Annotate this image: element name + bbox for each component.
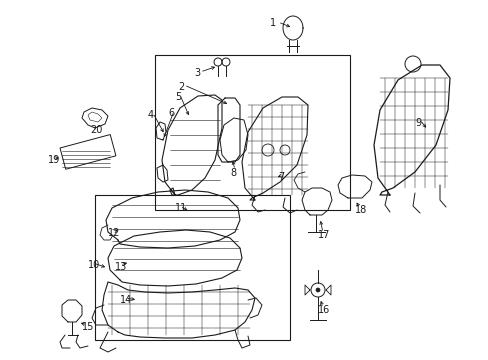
Text: 2: 2 [178, 82, 184, 92]
Bar [95, 195, 289, 340]
Text: 19: 19 [48, 155, 60, 165]
Text: 20: 20 [90, 125, 102, 135]
Text: 12: 12 [108, 228, 120, 238]
Text: 13: 13 [115, 262, 127, 272]
Text: 17: 17 [317, 230, 330, 240]
Bar [60, 135, 116, 169]
Text: 14: 14 [120, 295, 132, 305]
Text: 1: 1 [269, 18, 276, 28]
Text: 18: 18 [354, 205, 366, 215]
Text: 10: 10 [88, 260, 100, 270]
Text: 6: 6 [168, 108, 174, 118]
Text: 9: 9 [414, 118, 420, 128]
Text: 4: 4 [148, 110, 154, 120]
Text: 5: 5 [175, 92, 181, 102]
Text: 11: 11 [175, 203, 187, 213]
Circle shape [315, 288, 319, 292]
Bar [155, 55, 349, 210]
Text: 8: 8 [229, 168, 236, 178]
Text: 3: 3 [194, 68, 200, 78]
Text: 16: 16 [317, 305, 329, 315]
Text: 7: 7 [278, 172, 284, 182]
Text: 15: 15 [82, 322, 94, 332]
